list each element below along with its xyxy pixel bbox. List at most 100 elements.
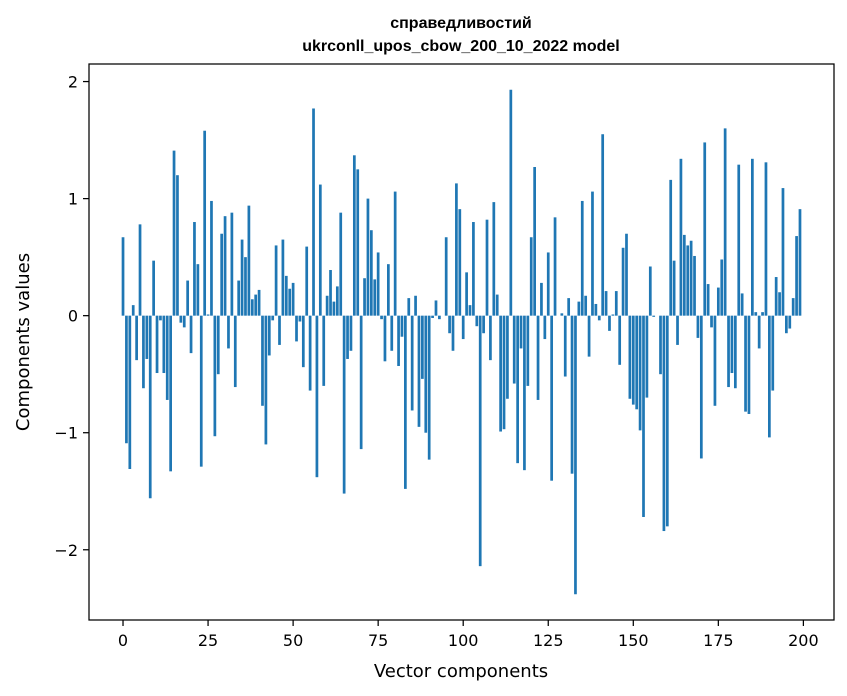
- bar: [699, 315, 703, 459]
- bar: [247, 205, 251, 316]
- bar: [301, 315, 305, 368]
- bar: [318, 184, 322, 316]
- bar: [339, 212, 343, 316]
- bar: [196, 264, 200, 316]
- bar: [393, 191, 397, 316]
- bar: [199, 315, 203, 467]
- bar: [516, 315, 519, 464]
- x-tick-label: 75: [368, 631, 388, 650]
- bar: [761, 312, 764, 316]
- bar: [451, 315, 455, 351]
- bar: [737, 164, 741, 316]
- bar: [363, 278, 366, 316]
- bar: [502, 315, 506, 430]
- bar: [155, 315, 159, 374]
- bar: [210, 200, 213, 316]
- x-tick-label: 125: [533, 631, 564, 650]
- bar: [798, 209, 802, 316]
- bar: [254, 294, 258, 316]
- bar: [404, 315, 407, 489]
- bar: [614, 291, 618, 316]
- bar: [546, 252, 550, 316]
- bar: [774, 277, 778, 316]
- bar: [478, 315, 482, 567]
- bar: [512, 315, 516, 384]
- bar: [723, 128, 727, 316]
- bar: [781, 188, 785, 316]
- bar: [182, 315, 186, 328]
- bar: [257, 289, 261, 316]
- bar: [342, 315, 346, 494]
- bar: [438, 315, 441, 320]
- bar: [628, 315, 632, 399]
- bar: [648, 266, 652, 316]
- bar: [131, 305, 135, 316]
- bar: [138, 224, 142, 316]
- bar: [176, 175, 179, 316]
- bar: [529, 237, 533, 316]
- bar: [652, 315, 656, 317]
- bar: [397, 315, 400, 366]
- x-axis-ticks: 0 25 50 75 100 125 150 175 200: [118, 620, 819, 650]
- bar: [526, 315, 530, 386]
- x-tick-label: 150: [618, 631, 649, 650]
- bar: [261, 315, 264, 406]
- bar: [727, 315, 730, 388]
- bar: [751, 158, 754, 316]
- bar: [390, 315, 394, 351]
- bar: [662, 315, 666, 532]
- bar: [713, 315, 717, 406]
- bar: [543, 315, 547, 340]
- bar: [407, 298, 411, 316]
- bar: [601, 134, 605, 316]
- bar: [346, 315, 349, 359]
- bar: [216, 315, 220, 375]
- bar: [659, 315, 662, 375]
- x-tick-label: 50: [283, 631, 303, 650]
- bar: [332, 301, 336, 316]
- bar: [322, 315, 326, 386]
- bar: [519, 315, 523, 349]
- bar: [373, 279, 377, 316]
- bar: [560, 313, 564, 316]
- bar: [788, 315, 792, 329]
- bar: [693, 255, 696, 316]
- bar: [227, 315, 230, 349]
- bar: [706, 284, 710, 316]
- bar: [431, 315, 434, 318]
- bar: [237, 280, 241, 316]
- bar: [747, 315, 751, 414]
- bar: [764, 162, 768, 316]
- bar: [591, 191, 594, 316]
- bar: [284, 275, 288, 316]
- bar: [540, 282, 543, 316]
- bar: [172, 150, 176, 316]
- bar: [676, 315, 679, 345]
- bar: [380, 315, 383, 320]
- bar: [424, 315, 428, 433]
- bar: [710, 315, 713, 328]
- y-tick-label: −2: [54, 541, 78, 560]
- bar: [461, 315, 465, 340]
- bar: [625, 233, 628, 316]
- bar: [744, 315, 747, 412]
- bar: [230, 212, 234, 316]
- bar: [703, 142, 707, 316]
- bar: [193, 222, 196, 316]
- bar: [335, 286, 339, 316]
- bar: [608, 315, 611, 331]
- bar: [366, 198, 370, 316]
- bar: [434, 300, 438, 316]
- bar: [611, 314, 615, 316]
- bar: [186, 280, 190, 316]
- bar: [159, 315, 162, 321]
- bar: [169, 315, 172, 472]
- bar: [567, 298, 571, 316]
- bar: [295, 315, 298, 342]
- bar: [267, 315, 271, 356]
- bar: [679, 158, 683, 316]
- y-axis-label: Components values: [13, 253, 34, 431]
- bar: [472, 222, 475, 316]
- bar: [642, 315, 645, 517]
- bar: [369, 230, 373, 316]
